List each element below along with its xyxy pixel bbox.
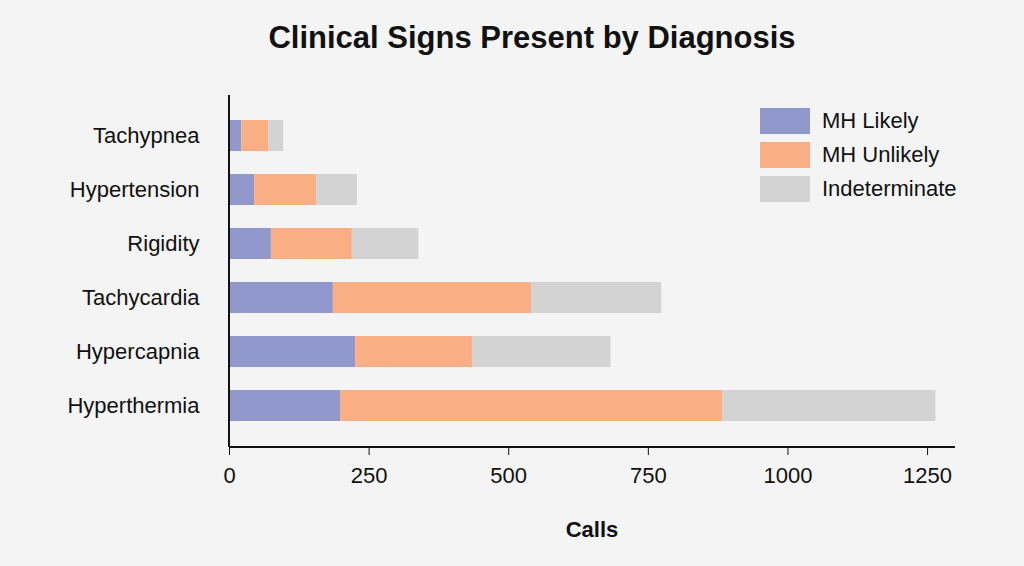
svg-text:250: 250 xyxy=(351,463,388,488)
html-text:MH Unlikely: MH Unlikely xyxy=(822,142,940,167)
html-text:Indeterminate: Indeterminate xyxy=(822,176,957,201)
svg-text:Hyperthermia: Hyperthermia xyxy=(67,393,200,418)
svg-text:0: 0 xyxy=(223,463,235,488)
html-text:Clinical Signs Present by Diag: Clinical Signs Present by Diagnosis xyxy=(268,20,796,55)
svg-text:1250: 1250 xyxy=(903,463,952,488)
svg-text:500: 500 xyxy=(490,463,527,488)
svg-text:Hypertension: Hypertension xyxy=(70,177,200,202)
svg-text:1000: 1000 xyxy=(763,463,812,488)
html-text:Calls: Calls xyxy=(565,517,619,542)
svg-text:Hypercapnia: Hypercapnia xyxy=(76,339,200,364)
svg-text:Tachypnea: Tachypnea xyxy=(93,123,200,148)
svg-text:Tachycardia: Tachycardia xyxy=(82,285,200,310)
svg-text:Rigidity: Rigidity xyxy=(127,231,199,256)
svg-text:750: 750 xyxy=(630,463,667,488)
html-text:MH Likely: MH Likely xyxy=(822,108,919,133)
